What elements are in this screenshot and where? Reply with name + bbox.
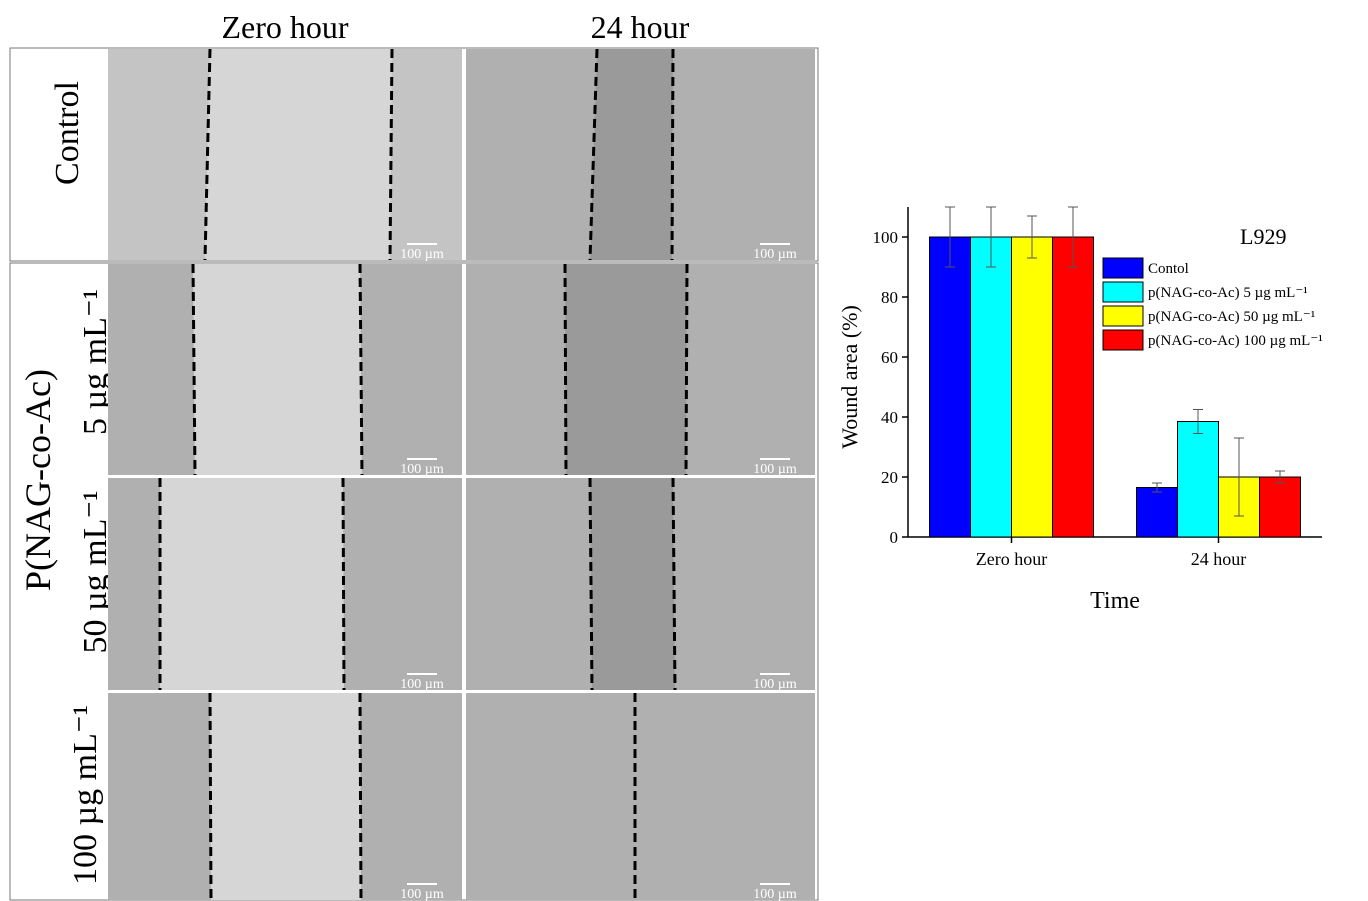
row-label: 50 µg mL⁻¹ <box>77 491 114 654</box>
row-label: 5 µg mL⁻¹ <box>77 289 114 435</box>
scale-bar: 100 µm <box>753 887 797 901</box>
scale-bar: 100 µm <box>753 677 797 692</box>
y-tick-label: 60 <box>881 348 898 367</box>
wound-gap <box>205 49 392 260</box>
bar <box>970 236 1012 538</box>
wound-edge <box>388 48 394 261</box>
wound-edge <box>588 477 594 691</box>
wound-edge <box>358 263 364 476</box>
y-tick-label: 20 <box>881 468 898 487</box>
scale-bar: 100 µm <box>400 462 444 477</box>
y-tick-label: 100 <box>873 228 899 247</box>
row-label: 100 µg mL⁻¹ <box>67 705 104 885</box>
legend-label: p(NAG-co-Ac) 100 µg mL⁻¹ <box>1148 333 1323 349</box>
bar <box>929 236 971 538</box>
wound-edge <box>671 477 677 691</box>
wound-edge <box>358 692 363 901</box>
scale-bar: 100 µm <box>400 677 444 692</box>
wound-edge <box>670 48 675 261</box>
micrographs: 100 µm 100 µm 100 µm 100 µm 100 µm 100 µm 100 … <box>108 48 815 901</box>
y-tick-label: 40 <box>881 408 898 427</box>
wound-edge <box>191 263 197 476</box>
wound-edge <box>563 263 568 476</box>
bar <box>1259 476 1301 538</box>
legend-swatch <box>1102 281 1144 303</box>
x-axis-label: Time <box>1090 588 1140 614</box>
wound-gap <box>210 693 361 900</box>
y-tick-label: 0 <box>890 528 899 547</box>
scale-bar: 100 µm <box>400 247 444 262</box>
wound-edge <box>208 692 213 901</box>
x-tick-label: Zero hour <box>976 549 1047 569</box>
chart: 0 20 40 60 80 100 Zero hour 24 hour Time Wound ar… <box>837 206 1323 614</box>
scale-bar: 100 µm <box>400 887 444 901</box>
bar <box>1136 487 1178 538</box>
wound-edge <box>684 263 689 476</box>
wound-gap <box>590 49 673 260</box>
micrograph <box>466 693 815 900</box>
bar <box>1177 421 1219 538</box>
wound-gap <box>193 264 362 475</box>
legend-swatch <box>1102 305 1144 327</box>
column-header: Zero hour <box>221 9 348 45</box>
wound-edge <box>588 48 599 261</box>
y-axis-label: Wound area (%) <box>837 305 862 449</box>
wound-gap <box>565 264 687 475</box>
control-box <box>9 47 819 262</box>
wound-edge <box>341 477 346 691</box>
scale-bar: 100 µm <box>753 247 797 262</box>
scale-bar: 100 µm <box>753 462 797 477</box>
legend-label: Contol <box>1148 261 1189 277</box>
legend-swatch <box>1102 257 1144 279</box>
legend-swatch <box>1102 329 1144 351</box>
bar <box>1052 236 1094 538</box>
wound-edge <box>203 48 212 261</box>
legend-label: p(NAG-co-Ac) 5 µg mL⁻¹ <box>1148 285 1308 301</box>
y-tick-label: 80 <box>881 288 898 307</box>
annotation: L929 <box>1240 224 1286 249</box>
bar <box>1011 236 1053 538</box>
wound-gap <box>590 478 675 690</box>
row-label: Control <box>49 81 86 185</box>
wound-gap <box>160 478 344 690</box>
x-tick-label: 24 hour <box>1191 549 1247 569</box>
legend-label: p(NAG-co-Ac) 50 µg mL⁻¹ <box>1148 309 1315 325</box>
group-label: P(NAG-co-Ac) <box>18 369 58 591</box>
column-header: 24 hour <box>591 9 690 45</box>
